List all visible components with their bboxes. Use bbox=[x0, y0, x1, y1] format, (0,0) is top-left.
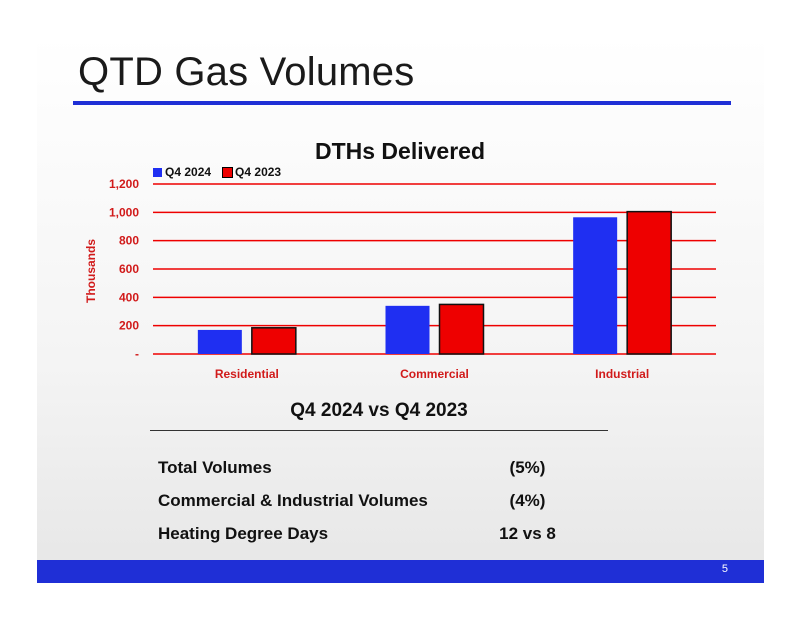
y-tick-label-1200: 1,200 bbox=[109, 177, 139, 191]
chart-legend: Q4 2024 Q4 2023 bbox=[153, 165, 281, 179]
comparison-heading-rule bbox=[150, 430, 608, 431]
y-tick-label-800: 800 bbox=[119, 234, 139, 248]
x-tick-label-residential: Residential bbox=[215, 367, 279, 381]
legend-label-q4-2024: Q4 2024 bbox=[165, 165, 212, 179]
summary-label-total-volumes: Total Volumes bbox=[158, 458, 272, 477]
legend-swatch-q4-2023 bbox=[222, 166, 234, 178]
legend-item-q4-2023: Q4 2023 bbox=[222, 165, 282, 179]
x-tick-label-commercial: Commercial bbox=[400, 367, 469, 381]
bar-residential-q4-2024 bbox=[197, 329, 242, 354]
bar-commercial-q4-2023 bbox=[438, 303, 485, 355]
title-underline bbox=[73, 101, 731, 105]
footer-bar bbox=[37, 560, 764, 583]
summary-label-hdd: Heating Degree Days bbox=[158, 524, 329, 543]
comparison-heading: Q4 2024 vs Q4 2023 bbox=[290, 400, 468, 421]
legend-label-q4-2023: Q4 2023 bbox=[235, 165, 282, 179]
y-tick-label-1000: 1,000 bbox=[109, 205, 139, 219]
bar-industrial-q4-2023 bbox=[626, 210, 672, 355]
summary-label-ci-volumes: Commercial & Industrial Volumes bbox=[158, 491, 428, 510]
bar-residential-q4-2023 bbox=[251, 327, 297, 355]
summary-value-total-volumes: (5%) bbox=[509, 458, 546, 477]
bar-industrial-q4-2024 bbox=[573, 217, 618, 354]
y-axis-label: Thousands bbox=[84, 239, 98, 303]
summary-value-hdd: 12 vs 8 bbox=[499, 524, 556, 543]
y-tick-label-0: - bbox=[135, 347, 139, 361]
y-tick-label-200: 200 bbox=[119, 319, 139, 333]
chart-title: DTHs Delivered bbox=[314, 138, 485, 164]
y-tick-label-600: 600 bbox=[119, 262, 139, 276]
page-number: 5 bbox=[721, 563, 728, 575]
y-tick-label-400: 400 bbox=[119, 290, 139, 304]
legend-item-q4-2024: Q4 2024 bbox=[153, 165, 211, 179]
summary-value-ci-volumes: (4%) bbox=[509, 491, 546, 510]
x-tick-label-industrial: Industrial bbox=[595, 367, 649, 381]
bar-commercial-q4-2024 bbox=[385, 305, 430, 354]
legend-swatch-q4-2024 bbox=[153, 167, 162, 177]
slide-title: QTD Gas Volumes bbox=[78, 50, 415, 94]
